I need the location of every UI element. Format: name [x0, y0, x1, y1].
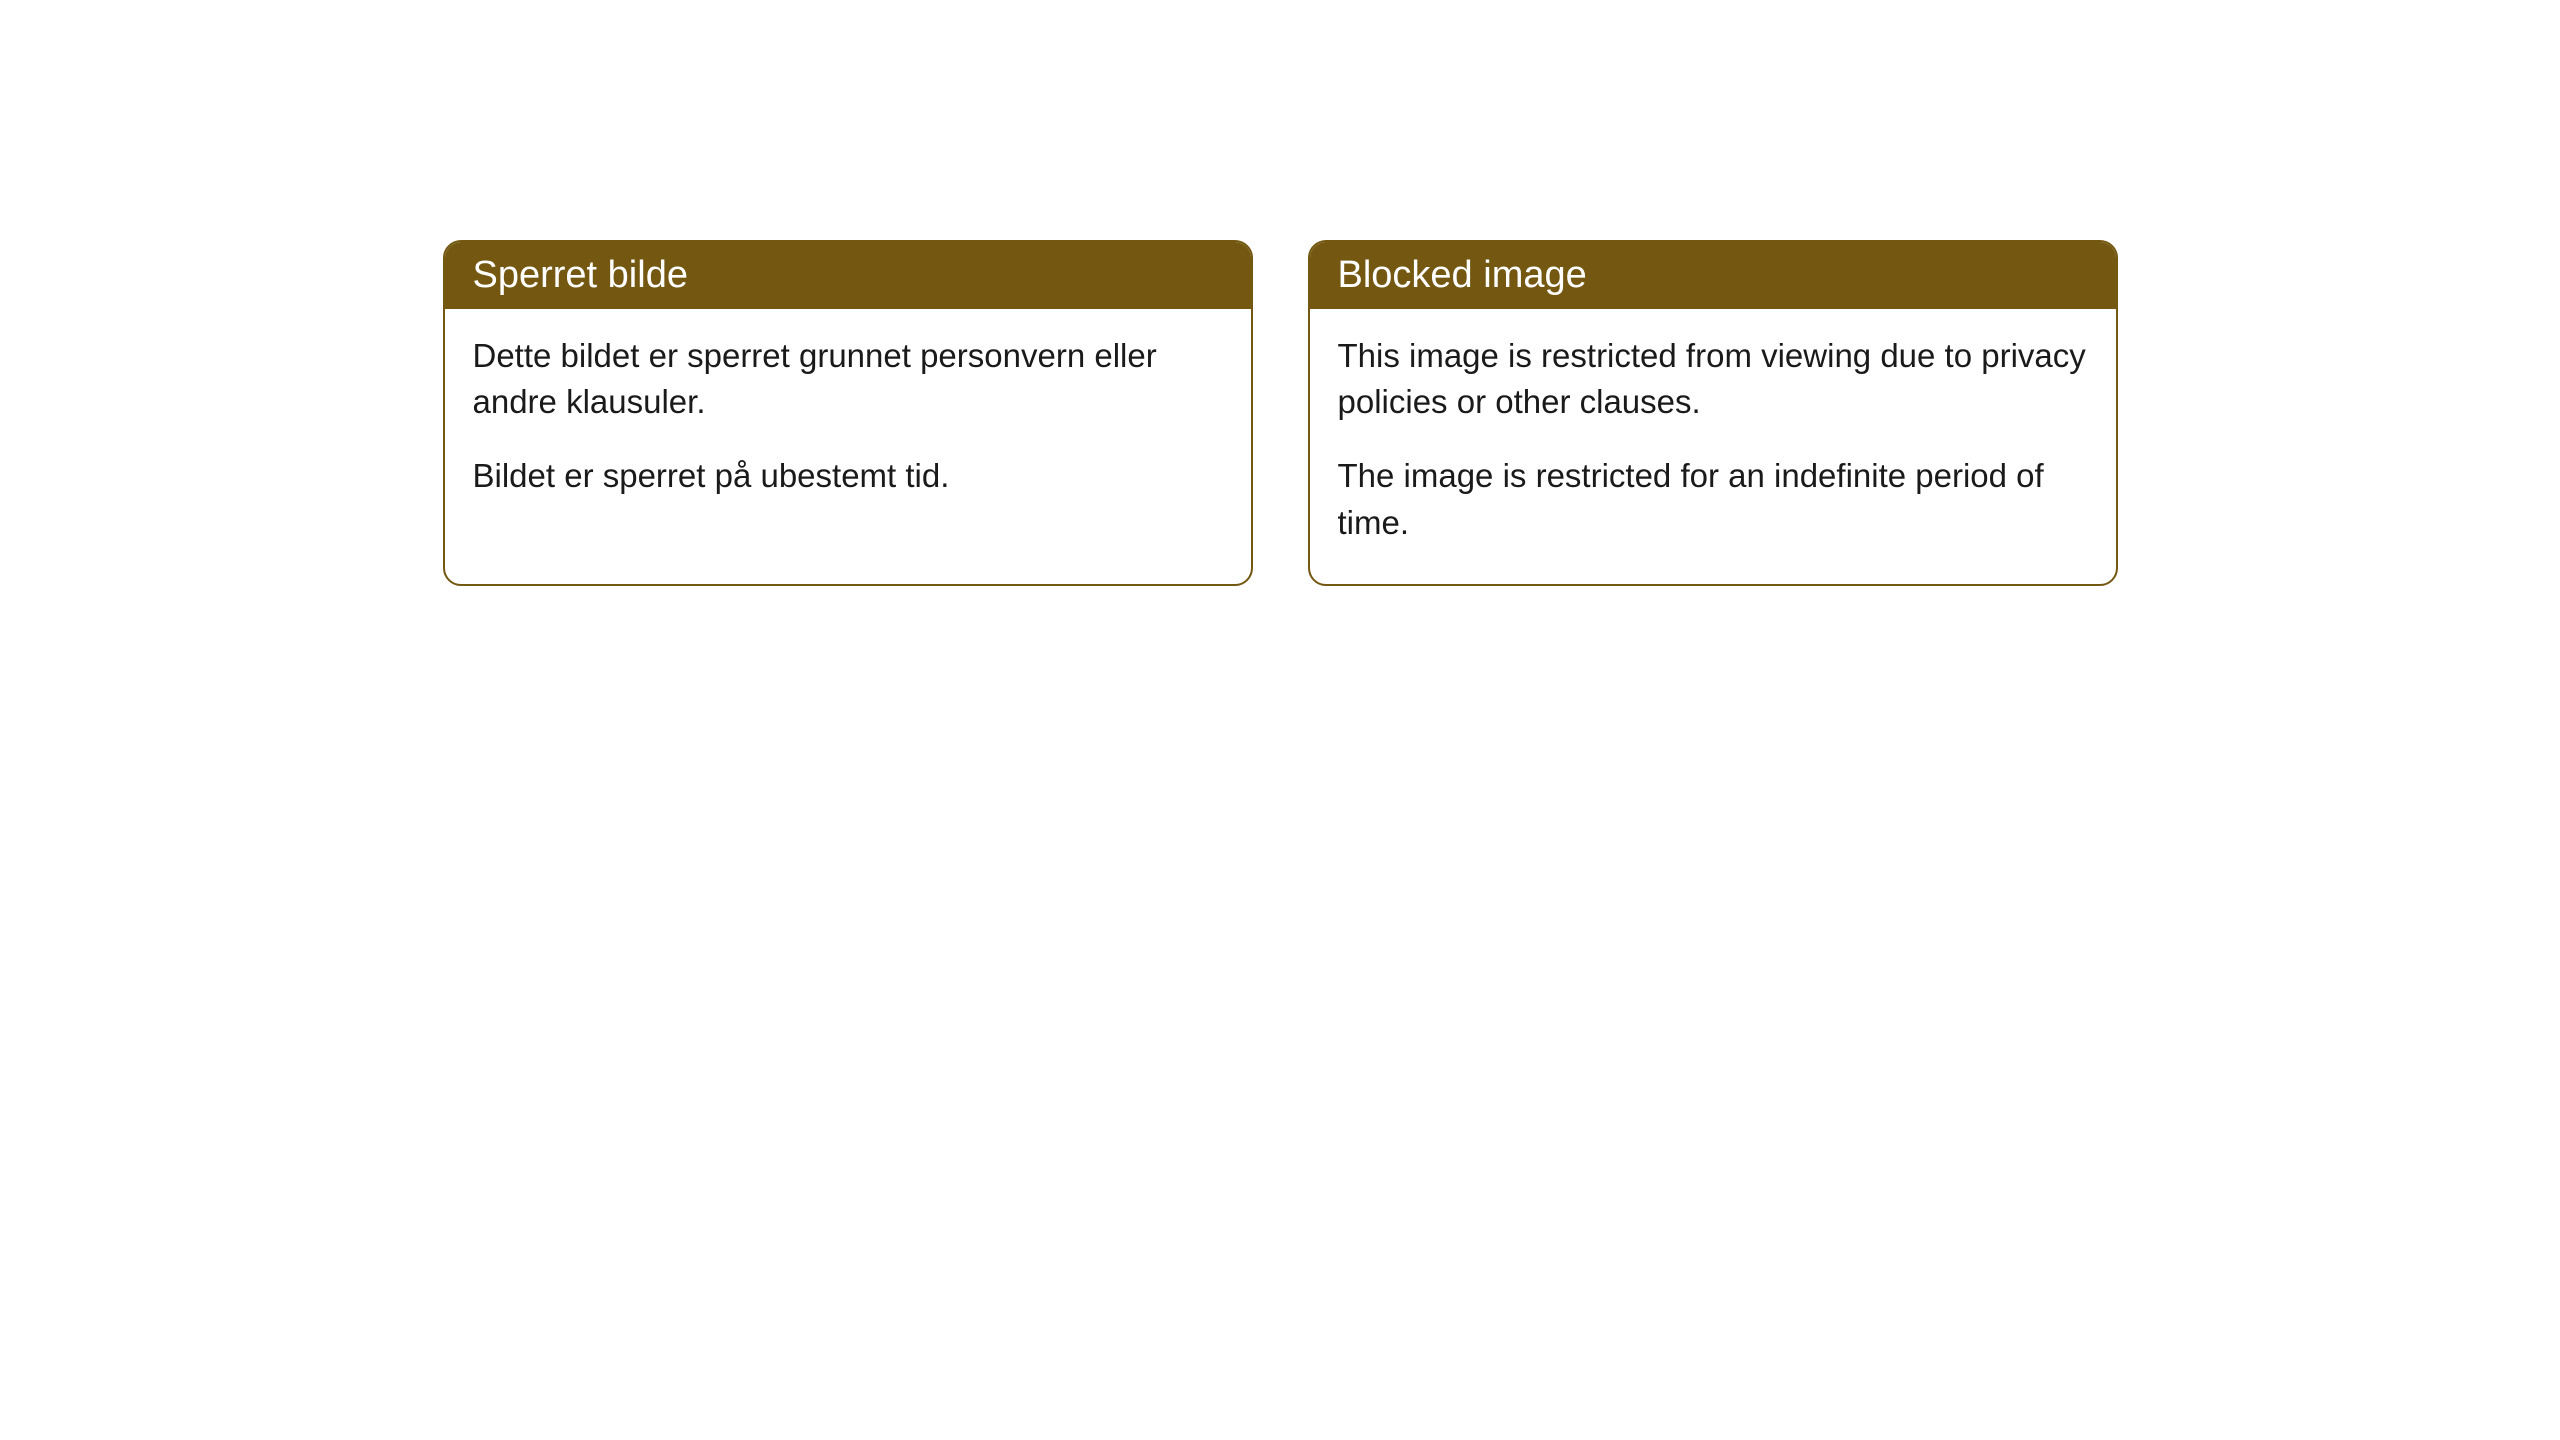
card-paragraph: Bildet er sperret på ubestemt tid.	[473, 453, 1223, 499]
blocked-image-card-norwegian: Sperret bilde Dette bildet er sperret gr…	[443, 240, 1253, 586]
card-header: Sperret bilde	[445, 242, 1251, 309]
card-body: This image is restricted from viewing du…	[1310, 309, 2116, 584]
card-body: Dette bildet er sperret grunnet personve…	[445, 309, 1251, 538]
blocked-image-card-english: Blocked image This image is restricted f…	[1308, 240, 2118, 586]
card-paragraph: The image is restricted for an indefinit…	[1338, 453, 2088, 545]
card-container: Sperret bilde Dette bildet er sperret gr…	[0, 240, 2560, 586]
card-header: Blocked image	[1310, 242, 2116, 309]
card-paragraph: Dette bildet er sperret grunnet personve…	[473, 333, 1223, 425]
card-paragraph: This image is restricted from viewing du…	[1338, 333, 2088, 425]
